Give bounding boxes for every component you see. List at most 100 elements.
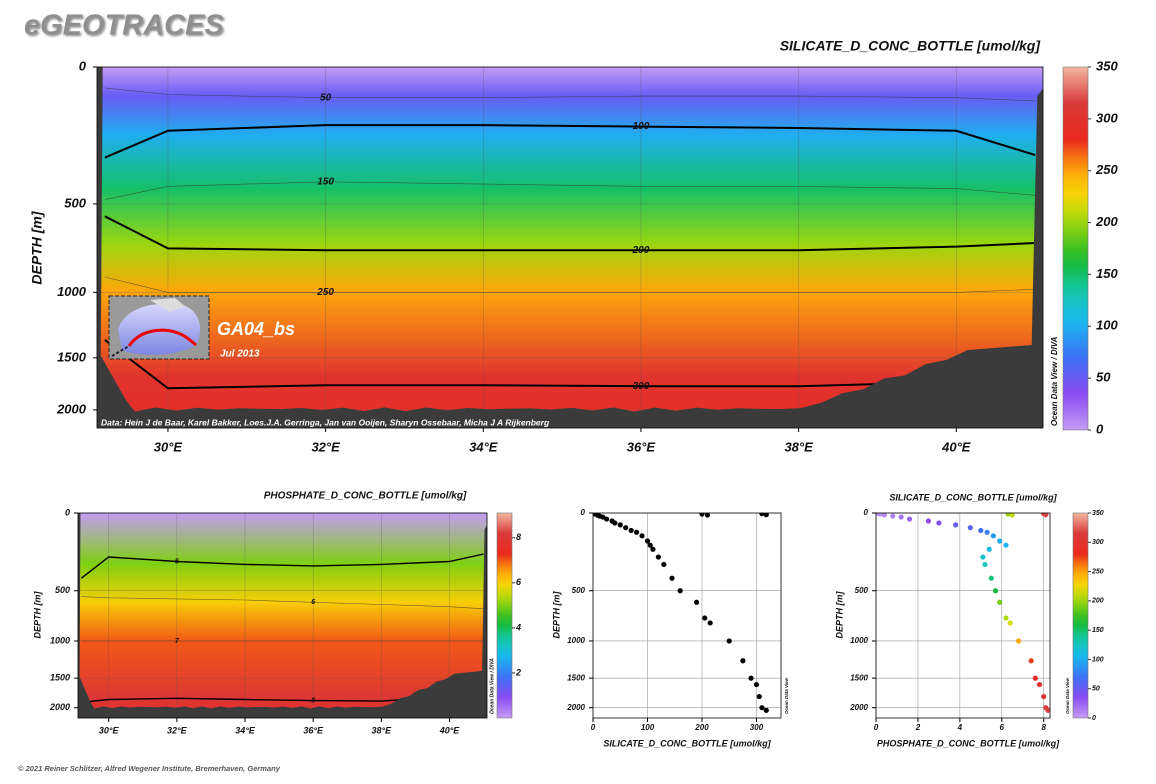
plot-frame [77,512,488,719]
colorbar-tick-label: 0 [1096,421,1104,436]
colorbar-tick-label: 350 [1096,58,1118,73]
colorbar [1062,66,1089,431]
inset-label: GA04_bs [217,319,295,339]
data-point [707,620,713,626]
colorbar-tick-label: 250 [1095,162,1118,177]
data-point [982,561,988,568]
data-point [898,514,904,520]
x-tick-label: 2 [915,723,921,732]
y-axis-label: DEPTH [m] [551,590,561,638]
colorbar-tick-label: 200 [1091,598,1104,605]
data-point [661,561,667,568]
y-tick-label: 1500 [850,673,868,682]
data-point [936,520,942,526]
y-tick-label: 1500 [567,673,585,682]
colorbar-tick-label: 50 [1092,686,1100,693]
data-source: Data: Hein J de Baar, Karel Bakker, Loes… [101,417,550,427]
y-tick-label: 2000 [49,702,70,712]
data-point [988,575,994,581]
data-point [997,599,1003,605]
y-axis-label: DEPTH [m] [32,590,42,638]
y-tick-label: 0 [79,58,87,73]
y-tick-label: 2000 [56,401,87,416]
x-tick-label: 40°E [941,439,971,454]
plot-area [593,513,781,718]
data-point [702,615,708,621]
chart: Ocean Data View 0 500 1000 1500 2000 0 100 200 30… [551,508,789,748]
data-point [633,529,640,535]
data-point [612,520,618,526]
data-point [669,575,675,581]
data-point [677,588,683,594]
y-tick-label: 2000 [566,703,585,712]
copyright: © 2021 Reiner Schlitzer, Alfred Wegener … [18,764,281,773]
colorbar-tick-label: 150 [1096,266,1118,281]
inset-land [150,298,185,312]
x-axis-label: PHOSPHATE_D_CONC_BOTTLE [umol/kg] [877,738,1060,748]
colorbar-tick-label: 2 [515,667,521,677]
x-tick-label: 36°E [303,725,324,735]
contour-line [81,596,484,610]
brand-title: eGEOTRACES [24,10,224,42]
data-point [1009,513,1015,518]
contour-line [104,181,1036,200]
colorbar-tick-label: 150 [1092,627,1104,634]
plot-background [876,513,1050,718]
data-point [693,599,700,605]
field [78,513,487,718]
contour-line [80,553,484,579]
chart: 5 6 7 8 2 4 6 8 Ocean Data View / DIVA 0 500 1000 15… [32,491,522,736]
inset-track [127,328,197,347]
data-point [1045,707,1050,713]
data-point [990,533,996,539]
plot-frame [592,512,782,719]
y-tick-label: 2000 [849,703,868,712]
data-point [726,638,732,644]
data-point [997,538,1003,544]
x-tick-label: 0 [591,723,596,732]
colorbar [496,512,513,719]
data-point [1036,681,1043,688]
colorbar-tick-label: 350 [1092,510,1104,517]
watermark: Ocean Data View / DIVA [489,658,495,714]
data-point [906,516,913,522]
chart-title: SILICATE_D_CONC_BOTTLE [umol/kg] [780,38,1042,54]
colorbar-tick-label: 250 [1091,568,1104,575]
data-point [628,527,634,534]
inset-map [108,295,210,360]
data-point [1007,620,1013,626]
watermark: Ocean Data View [784,677,789,714]
chart-title: SILICATE_D_CONC_BOTTLE [umol/kg] [889,492,1057,502]
x-tick-label: 4 [957,723,963,732]
contour-label: 6 [311,599,315,606]
contour-label: 5 [175,558,179,565]
data-point [1028,658,1034,664]
colorbar-tick-label: 50 [1096,370,1111,385]
data-point [748,675,754,681]
data-point [986,546,992,552]
contour-label: 150 [317,176,334,187]
chart-title: PHOSPHATE_D_CONC_BOTTLE [umol/kg] [264,491,467,502]
x-tick-label: 8 [1041,723,1046,732]
data-point [1043,513,1049,518]
colorbar-tick-label: 200 [1095,214,1118,229]
y-axis-label: DEPTH [m] [834,590,844,638]
data-point [877,513,883,517]
x-tick-label: 38°E [372,725,393,735]
contour-line [104,87,1036,102]
data-point [1032,675,1038,681]
data-point [980,554,986,560]
x-tick-label: 36°E [627,439,656,454]
data-point [763,707,769,713]
data-point [1005,513,1011,517]
x-tick-label: 40°E [439,725,461,735]
data-point [953,522,959,528]
x-tick-label: 34°E [235,725,256,735]
colorbar-tick-label: 6 [516,577,522,587]
y-axis-label: DEPTH [m] [29,210,45,284]
colorbar-tick-label: 0 [1092,715,1096,722]
plot-background [593,513,781,718]
data-point [699,513,705,517]
data-point [600,514,606,520]
